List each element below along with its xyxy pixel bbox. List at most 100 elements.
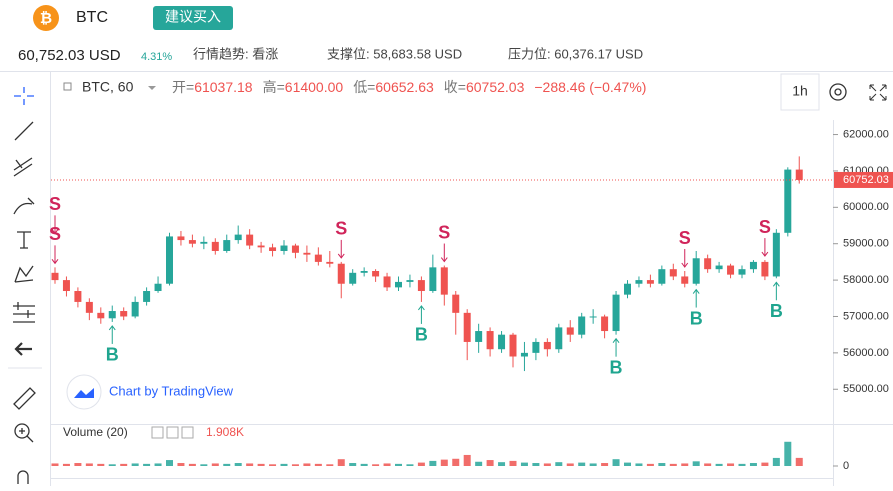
candle-body bbox=[738, 269, 746, 275]
change: 4.31% bbox=[141, 51, 172, 63]
volume-bar bbox=[555, 462, 563, 466]
drawing-tools[interactable] bbox=[13, 87, 36, 484]
coin-glyph: ₿ bbox=[40, 10, 52, 27]
y-tick-label: 60000.00 bbox=[843, 201, 889, 213]
candle-body bbox=[578, 316, 586, 335]
volume-bar bbox=[772, 457, 780, 466]
signal-arrowhead bbox=[761, 251, 769, 257]
volume-bar bbox=[475, 461, 483, 466]
volume-bar bbox=[715, 463, 723, 466]
legend-label: 开= bbox=[172, 79, 194, 95]
candle-body bbox=[51, 272, 59, 281]
volume-bar bbox=[223, 463, 231, 466]
volume-bar bbox=[566, 463, 574, 466]
advice-badge[interactable] bbox=[153, 6, 233, 30]
candle-body bbox=[635, 280, 643, 284]
volume-bar bbox=[624, 462, 631, 466]
volume-bar bbox=[452, 458, 460, 466]
fullscreen-icon[interactable] bbox=[869, 84, 887, 101]
volume-bar bbox=[246, 463, 254, 466]
volume-bar bbox=[291, 464, 299, 466]
candle-body bbox=[85, 301, 93, 313]
volume-bar bbox=[681, 463, 689, 466]
last-price-label: 60752.03 bbox=[843, 174, 889, 186]
volume-bar bbox=[543, 463, 551, 466]
candle-body bbox=[452, 294, 460, 313]
volume-bar bbox=[429, 460, 437, 466]
volume-bar bbox=[326, 464, 334, 466]
volume-bar bbox=[97, 463, 105, 466]
volume-bar bbox=[727, 463, 735, 466]
collapse-icon[interactable] bbox=[63, 82, 72, 91]
volume-bar bbox=[498, 462, 506, 466]
volume-bar bbox=[108, 464, 116, 466]
volume-bar bbox=[372, 464, 380, 466]
candle-body bbox=[624, 283, 631, 295]
volume-bar bbox=[177, 463, 185, 466]
candle-body bbox=[463, 312, 471, 342]
candle-body bbox=[772, 232, 780, 277]
candle-body bbox=[269, 247, 277, 251]
symbol[interactable]: BTC, 60 bbox=[82, 79, 134, 95]
y-tick-label: 57000.00 bbox=[843, 310, 889, 322]
signal-arrowhead bbox=[440, 257, 448, 263]
candle-body bbox=[520, 352, 528, 357]
candle-body bbox=[601, 316, 609, 332]
candle-body bbox=[589, 316, 597, 318]
candle-body bbox=[417, 280, 425, 292]
settings-icon[interactable] bbox=[829, 83, 847, 101]
volume-bar bbox=[166, 460, 173, 466]
candle-body bbox=[257, 245, 265, 248]
volume-bar bbox=[337, 459, 345, 466]
buy-signal: B bbox=[690, 308, 703, 328]
volume-bar bbox=[601, 463, 609, 466]
symbol-caret bbox=[148, 86, 156, 90]
interval: 1h bbox=[792, 83, 808, 99]
volume-bar bbox=[749, 463, 757, 466]
volume-bar bbox=[200, 464, 208, 466]
buy-signal: B bbox=[610, 357, 623, 377]
candle-body bbox=[704, 258, 712, 270]
legend-value: 61400.00 bbox=[285, 79, 344, 95]
volume-bar bbox=[349, 463, 357, 466]
volume-bar bbox=[646, 463, 654, 466]
resistance: 压力位: 60,376.17 USD bbox=[508, 46, 643, 61]
signal-arrowhead bbox=[418, 305, 425, 311]
volume-bar bbox=[520, 462, 528, 466]
candle-body bbox=[143, 291, 151, 302]
volume-bar bbox=[360, 463, 368, 466]
candle-body bbox=[291, 245, 299, 253]
legend-label: 收= bbox=[444, 79, 466, 95]
legend-value: 61037.18 bbox=[194, 79, 253, 95]
tv-logo[interactable] bbox=[66, 374, 102, 410]
advice-text: 建议买入 bbox=[165, 9, 221, 25]
candle-body bbox=[658, 269, 666, 284]
candle-body bbox=[200, 241, 208, 244]
tv-logo-mark bbox=[74, 388, 94, 398]
buy-signal: B bbox=[106, 345, 119, 365]
volume-bar bbox=[143, 463, 151, 466]
signal-arrowhead bbox=[612, 337, 620, 343]
legend-label: 低= bbox=[353, 79, 375, 95]
candle-body bbox=[646, 280, 654, 284]
volume-tick-label: 0 bbox=[843, 460, 849, 472]
candle-body bbox=[795, 169, 803, 180]
volume-bar bbox=[440, 459, 448, 466]
candle-body bbox=[211, 241, 219, 251]
volume-controls[interactable] bbox=[151, 426, 194, 439]
candle-body bbox=[566, 327, 574, 335]
volume-bar bbox=[211, 463, 219, 466]
y-tick-label: 55000.00 bbox=[843, 383, 889, 395]
interval-button[interactable] bbox=[780, 73, 820, 111]
candle-body bbox=[669, 269, 677, 277]
legend-change: −288.46 (−0.47%) bbox=[534, 79, 646, 95]
candle-body bbox=[715, 265, 723, 270]
candle-body bbox=[555, 327, 563, 350]
branding[interactable]: Chart by TradingView bbox=[109, 383, 234, 398]
volume-bar bbox=[784, 441, 792, 466]
volume-bar bbox=[406, 464, 414, 466]
candle-body bbox=[727, 265, 735, 275]
candle-body bbox=[97, 312, 105, 319]
